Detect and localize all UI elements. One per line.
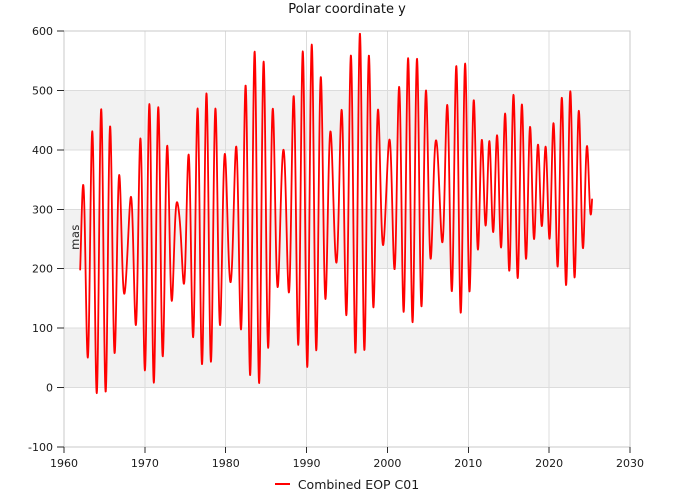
y-tick-label: 600 [32,25,53,38]
y-axis-label: mas [68,224,82,250]
legend: Combined EOP C01 [64,475,630,493]
y-tick-label: 0 [46,382,53,395]
y-tick-label: 300 [32,203,53,216]
x-tick-label: 1990 [293,457,321,470]
x-tick-label: 2000 [373,457,401,470]
series-line-combined-eop-c01 [79,32,593,395]
x-tick-label: 1970 [131,457,159,470]
y-tick-label: 200 [32,263,53,276]
x-tick-label: 2010 [454,457,482,470]
y-tick-label: 100 [32,322,53,335]
y-tick-label: 500 [32,84,53,97]
x-tick-label: 2020 [535,457,563,470]
x-tick-label: 1980 [212,457,240,470]
y-tick-label: 400 [32,144,53,157]
plot-band [64,328,630,388]
x-tick-label: 2030 [616,457,644,470]
plot-border [63,30,631,448]
chart-title: Polar coordinate y [288,2,406,17]
legend-label: Combined EOP C01 [297,476,420,492]
x-tick-label: 1960 [50,457,78,470]
legend-line-marker [274,482,290,486]
y-tick-label: -100 [28,441,53,454]
